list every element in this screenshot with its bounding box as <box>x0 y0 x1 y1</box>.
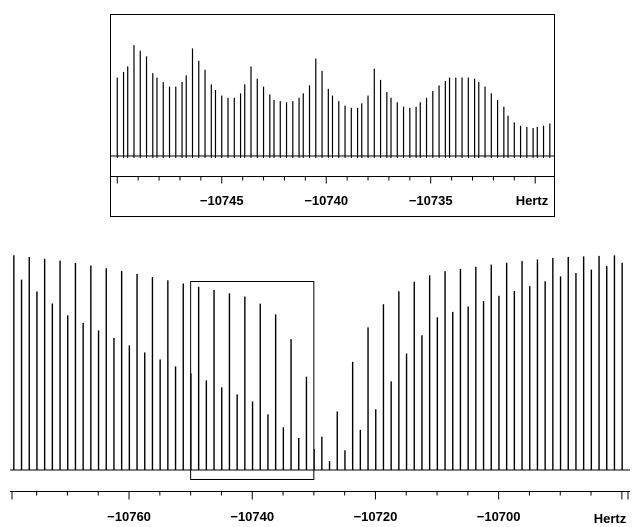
main-x-tick-label: −10720 <box>354 509 398 524</box>
inset-x-axis-label: Hertz <box>516 193 549 208</box>
main-x-ticks <box>11 491 629 500</box>
main-sticks <box>13 255 623 470</box>
main-x-tick-labels: −10760 −10740 −10720 −10700 <box>107 509 520 524</box>
main-x-tick-label: −10700 <box>477 509 521 524</box>
main-x-tick-label: −10740 <box>230 509 274 524</box>
inset-frame <box>110 14 555 217</box>
inset-x-tick-label: −10735 <box>409 193 453 208</box>
inset-x-tick-label: −10745 <box>200 193 244 208</box>
inset-x-tick-label: −10740 <box>304 193 348 208</box>
main-x-axis-label: Hertz <box>594 511 627 526</box>
zoom-region-box <box>190 281 315 480</box>
main-panel: −10760 −10740 −10720 −10700 Hertz <box>10 255 630 526</box>
inset-x-tick-labels: −10745 −10740 −10735 <box>200 193 453 208</box>
inset-panel: −10745 −10740 −10735 Hertz <box>110 14 555 217</box>
inset-x-ticks <box>116 176 536 184</box>
inset-sticks <box>116 45 551 158</box>
main-x-tick-label: −10760 <box>107 509 151 524</box>
